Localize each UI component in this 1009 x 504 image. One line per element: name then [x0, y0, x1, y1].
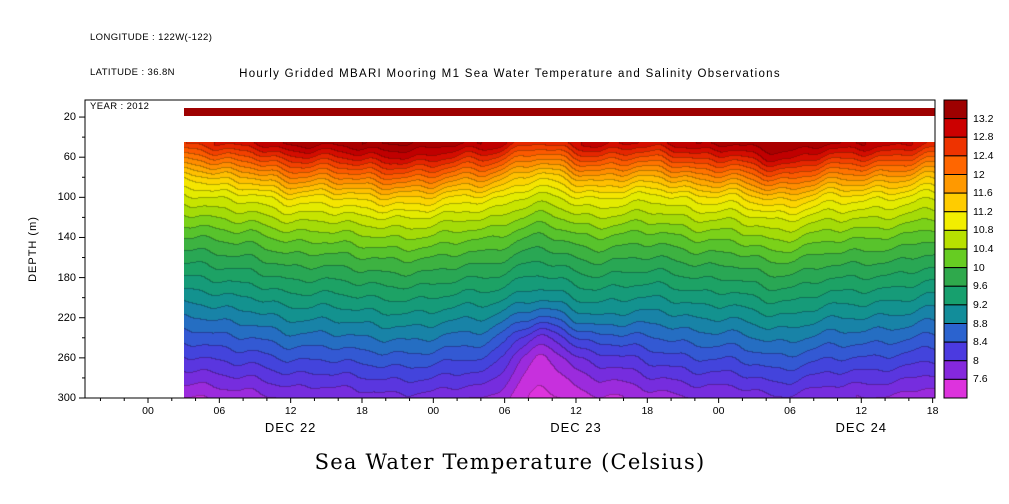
colorbar-label: 13.2 — [973, 112, 994, 125]
colorbar-label: 10.4 — [973, 243, 994, 255]
info-longitude: LONGITUDE : 122W(-122) — [90, 32, 213, 43]
y-axis-title: DEPTH (m) — [27, 216, 39, 282]
y-tick-label: 60 — [63, 151, 76, 164]
x-tick-label: 18 — [356, 405, 368, 417]
x-date-label: DEC 23 — [550, 420, 602, 435]
colorbar-box — [943, 378, 968, 399]
x-date-label: DEC 22 — [264, 420, 317, 435]
colorbar-label: 10 — [973, 261, 985, 274]
x-date-label: DEC 24 — [835, 420, 888, 435]
x-tick-label: 06 — [784, 405, 796, 417]
y-tick-label: 180 — [57, 271, 76, 284]
colorbar-box — [943, 229, 968, 250]
colorbar-box — [943, 267, 968, 287]
x-tick-label: 18 — [641, 405, 654, 417]
colorbar-label: 9.2 — [973, 298, 988, 311]
colorbar-box — [943, 285, 968, 306]
y-tick-label: 260 — [57, 351, 76, 364]
x-tick-label: 00 — [712, 405, 725, 417]
colorbar-box — [943, 248, 968, 269]
colorbar-box — [943, 118, 968, 138]
colorbar-label: 7.6 — [973, 373, 988, 386]
chart-title: Hourly Gridded MBARI Mooring M1 Sea Wate… — [239, 68, 781, 80]
colorbar-box — [943, 136, 968, 157]
surface-strip — [184, 108, 935, 116]
colorbar-label: 12.4 — [973, 149, 994, 162]
x-tick-label: 12 — [570, 405, 582, 417]
colorbar-label: 8 — [973, 354, 979, 367]
info-latitude: LATITUDE : 36.8N — [90, 66, 175, 78]
colorbar-label: 12 — [973, 168, 985, 181]
colorbar-box — [943, 304, 968, 324]
x-tick-label: 00 — [142, 405, 154, 417]
colorbar-label: 8.4 — [973, 336, 988, 349]
colorbar-box — [943, 99, 968, 120]
y-tick-label: 100 — [57, 191, 76, 204]
colorbar-box — [943, 323, 968, 343]
y-tick-label: 220 — [57, 311, 76, 324]
colorbar-box — [943, 360, 968, 380]
colorbar-label: 11.2 — [973, 205, 993, 218]
x-tick-label: 12 — [855, 405, 868, 417]
y-tick-label: 140 — [57, 231, 76, 244]
x-tick-label: 18 — [926, 405, 939, 417]
colorbar-label: 12.8 — [973, 131, 994, 144]
x-tick-label: 06 — [498, 405, 511, 417]
colorbar-box — [943, 192, 968, 213]
x-tick-label: 06 — [213, 405, 226, 417]
heatmap-canvas — [184, 142, 935, 398]
colorbar-box — [943, 341, 968, 362]
y-tick-label: 300 — [57, 392, 76, 404]
x-tick-label: 12 — [284, 405, 297, 417]
y-tick-label: 20 — [63, 111, 76, 124]
x-tick-label: 00 — [427, 405, 440, 417]
colorbar-label: 11.6 — [973, 187, 993, 200]
colorbar-box — [943, 174, 968, 194]
colorbar-box — [943, 211, 968, 231]
colorbar-box — [943, 155, 968, 175]
colorbar-label: 9.6 — [973, 280, 988, 293]
colorbar-label: 10.8 — [973, 224, 994, 237]
colorbar-label: 8.8 — [973, 317, 988, 330]
caption: Sea Water Temperature (Celsius) — [314, 450, 706, 474]
